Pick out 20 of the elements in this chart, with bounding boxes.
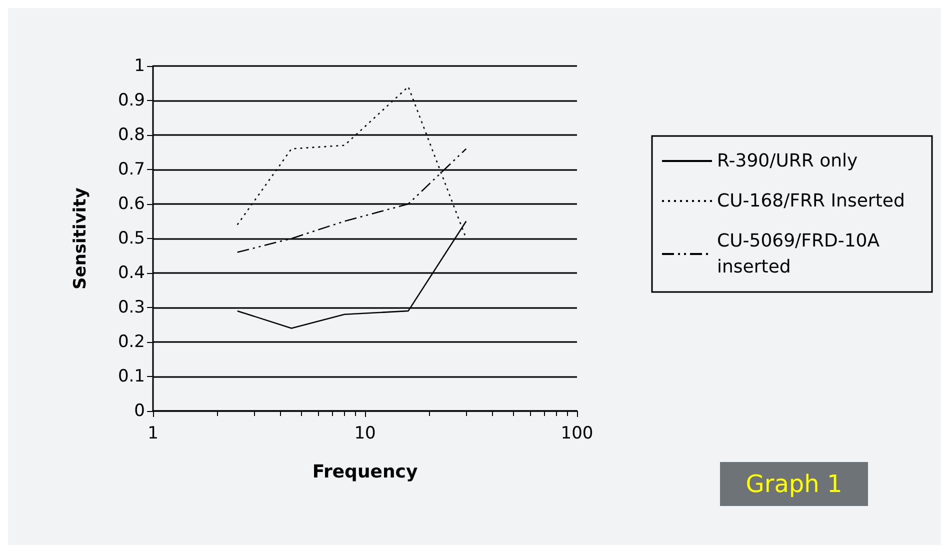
y-tick-label: 0.6 [118, 194, 145, 214]
y-tick-label: 0.3 [118, 298, 145, 318]
legend-label: CU-5069/FRD-10A inserted [717, 230, 886, 278]
legend-label: R-390/URR only [717, 150, 858, 172]
y-tick-label: 0.1 [118, 366, 145, 386]
y-tick-label: 1 [134, 56, 145, 76]
y-axis-title: Sensitivity [70, 188, 90, 290]
caption: Graph 1 [746, 470, 842, 498]
y-tick-label: 0.2 [118, 332, 145, 352]
x-tick-label: 1 [148, 424, 158, 444]
y-tick-label: 0.8 [118, 125, 145, 145]
y-tick-label: 0 [134, 401, 145, 421]
legend-label: CU-168/FRR Inserted [717, 190, 905, 212]
x-tick-label: 100 [560, 424, 594, 444]
x-axis-title: Frequency [312, 462, 418, 482]
y-tick-label: 0.9 [118, 90, 145, 110]
x-tick-label: 10 [354, 424, 376, 444]
y-tick-label: 0.5 [118, 228, 145, 248]
y-tick-label: 0.4 [118, 263, 145, 283]
y-tick-label: 0.7 [118, 160, 145, 180]
